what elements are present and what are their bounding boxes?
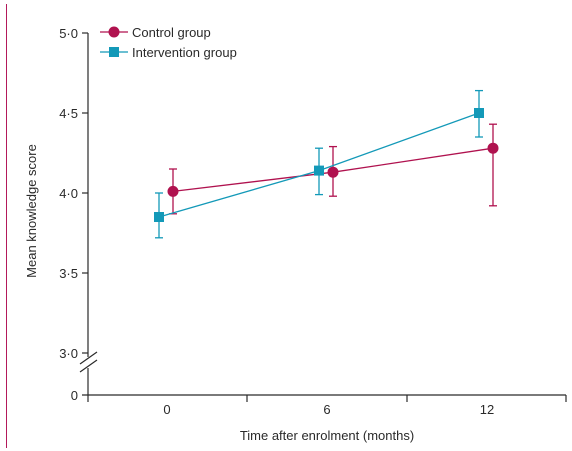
series-control-group (167, 123, 499, 215)
x-tick-label: 0 (163, 402, 170, 417)
data-point (474, 108, 484, 118)
axes (79, 32, 567, 402)
y-tick-label: 4·0 (59, 186, 78, 201)
legend-marker (109, 47, 119, 57)
data-point (327, 166, 339, 178)
legend-label: Control group (132, 25, 211, 40)
y-axis-label: Mean knowledge score (24, 144, 39, 278)
y-tick-label: 5·0 (59, 26, 78, 41)
y-tick-label: 3·0 (59, 346, 78, 361)
y-tick-label: 3·5 (59, 266, 78, 281)
y-tick-label: 4·5 (59, 106, 78, 121)
x-tick-label: 6 (323, 402, 330, 417)
chart-frame (6, 4, 568, 448)
series-layer (154, 89, 499, 239)
data-point (487, 142, 499, 154)
data-point (154, 212, 164, 222)
legend-item: Intervention group (100, 45, 237, 60)
x-tick-labels: 0 6 12 (163, 402, 494, 417)
data-point (167, 185, 179, 197)
axis-break-mark (79, 359, 98, 373)
y-tick-label-zero: 0 (71, 388, 78, 403)
x-axis-label: Time after enrolment (months) (240, 428, 414, 443)
legend-marker (108, 26, 120, 38)
series-intervention-group (154, 89, 484, 239)
legend-item: Control group (100, 25, 211, 40)
legend: Control group Intervention group (100, 25, 237, 60)
axis-break-mark (79, 351, 98, 365)
y-tick-labels: 3·0 3·5 4·0 4·5 5·0 0 (59, 26, 78, 403)
x-tick-label: 12 (480, 402, 494, 417)
legend-label: Intervention group (132, 45, 237, 60)
data-point (314, 165, 324, 176)
